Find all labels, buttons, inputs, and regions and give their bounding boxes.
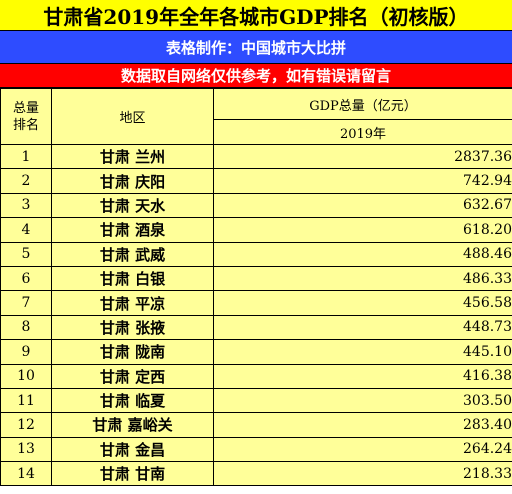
region-cell[interactable]: 甘肃 武威 bbox=[51, 241, 214, 267]
rank-cell[interactable]: 3 bbox=[0, 192, 52, 219]
gdp-cell[interactable]: 618.20 bbox=[213, 217, 512, 243]
table-row: 2 甘肃 庆阳 742.94 bbox=[0, 168, 512, 194]
rank-cell[interactable]: 2 bbox=[0, 168, 52, 194]
gdp-cell[interactable]: 486.33 bbox=[213, 265, 512, 292]
rank-cell[interactable]: 10 bbox=[0, 363, 52, 389]
table-row: 11 甘肃 临夏 303.50 bbox=[0, 387, 512, 414]
rank-cell[interactable]: 6 bbox=[0, 265, 52, 292]
gdp-cell[interactable]: 218.33 bbox=[213, 461, 512, 487]
maker-credit: 表格制作：中国城市大比拼 bbox=[0, 31, 512, 64]
city-name: 酒泉 bbox=[135, 221, 166, 240]
province-name: 甘肃 bbox=[99, 318, 130, 337]
gdp-cell[interactable]: 2837.36 bbox=[213, 143, 512, 170]
table-row: 7 甘肃 平凉 456.58 bbox=[0, 290, 512, 316]
rank-cell[interactable]: 5 bbox=[0, 241, 52, 267]
city-name: 兰州 bbox=[135, 148, 166, 167]
gdp-cell[interactable]: 303.50 bbox=[213, 387, 512, 414]
region-cell[interactable]: 甘肃 天水 bbox=[51, 192, 214, 219]
region-cell[interactable]: 甘肃 酒泉 bbox=[51, 217, 214, 243]
table-row: 12 甘肃 嘉峪关 283.40 bbox=[0, 412, 512, 438]
rank-cell[interactable]: 7 bbox=[0, 290, 52, 316]
gdp-cell[interactable]: 283.40 bbox=[213, 412, 512, 438]
gdp-cell[interactable]: 742.94 bbox=[213, 168, 512, 194]
region-cell[interactable]: 甘肃 甘南 bbox=[51, 461, 214, 487]
gdp-cell[interactable]: 488.46 bbox=[213, 241, 512, 267]
city-name: 天水 bbox=[135, 196, 166, 215]
city-name: 张掖 bbox=[135, 318, 166, 337]
gdp-cell[interactable]: 632.67 bbox=[213, 192, 512, 219]
city-name: 陇南 bbox=[135, 343, 166, 362]
rank-cell[interactable]: 1 bbox=[0, 143, 52, 170]
table-row: 6 甘肃 白银 486.33 bbox=[0, 265, 512, 292]
table-row: 10 甘肃 定西 416.38 bbox=[0, 363, 512, 389]
rank-header-line2: 排名 bbox=[12, 117, 39, 133]
region-cell[interactable]: 甘肃 金昌 bbox=[51, 436, 214, 463]
table-row: 5 甘肃 武威 488.46 bbox=[0, 241, 512, 267]
rank-cell[interactable]: 12 bbox=[0, 412, 52, 438]
rank-cell[interactable]: 8 bbox=[0, 314, 52, 341]
province-name: 甘肃 bbox=[99, 440, 130, 459]
table-row: 14 甘肃 甘南 218.33 bbox=[0, 461, 512, 487]
table-row: 1 甘肃 兰州 2837.36 bbox=[0, 143, 512, 170]
province-name: 甘肃 bbox=[99, 343, 130, 362]
city-name: 金昌 bbox=[135, 440, 166, 459]
city-name: 平凉 bbox=[135, 294, 166, 313]
city-name: 甘南 bbox=[135, 465, 166, 484]
region-cell[interactable]: 甘肃 张掖 bbox=[51, 314, 214, 341]
province-name: 甘肃 bbox=[92, 416, 123, 435]
region-cell[interactable]: 甘肃 白银 bbox=[51, 265, 214, 292]
gdp-cell[interactable]: 445.10 bbox=[213, 339, 512, 365]
city-name: 白银 bbox=[135, 270, 166, 289]
region-cell[interactable]: 甘肃 庆阳 bbox=[51, 168, 214, 194]
gdp-cell[interactable]: 456.58 bbox=[213, 290, 512, 316]
rank-cell[interactable]: 13 bbox=[0, 436, 52, 463]
province-name: 甘肃 bbox=[99, 172, 130, 191]
city-name: 嘉峪关 bbox=[127, 416, 173, 435]
region-cell[interactable]: 甘肃 平凉 bbox=[51, 290, 214, 316]
gdp-cell[interactable]: 448.73 bbox=[213, 314, 512, 341]
region-cell[interactable]: 甘肃 定西 bbox=[51, 363, 214, 389]
table-row: 8 甘肃 张掖 448.73 bbox=[0, 314, 512, 341]
rank-cell[interactable]: 9 bbox=[0, 339, 52, 365]
city-name: 定西 bbox=[135, 367, 166, 386]
gdp-cell[interactable]: 416.38 bbox=[213, 363, 512, 389]
rank-cell[interactable]: 14 bbox=[0, 461, 52, 487]
region-cell[interactable]: 甘肃 临夏 bbox=[51, 387, 214, 414]
province-name: 甘肃 bbox=[99, 465, 130, 484]
rank-header-line1: 总量 bbox=[12, 100, 39, 116]
disclaimer-note: 数据取自网络仅供参考，如有错误请留言 bbox=[0, 64, 512, 88]
year-header: 2019年 bbox=[213, 119, 512, 145]
province-name: 甘肃 bbox=[99, 367, 130, 386]
province-name: 甘肃 bbox=[99, 245, 130, 264]
rank-cell[interactable]: 11 bbox=[0, 387, 52, 414]
rank-header: 总量 排名 bbox=[0, 88, 52, 145]
province-name: 甘肃 bbox=[99, 221, 130, 240]
table-row: 4 甘肃 酒泉 618.20 bbox=[0, 217, 512, 243]
table-row: 3 甘肃 天水 632.67 bbox=[0, 192, 512, 219]
province-name: 甘肃 bbox=[99, 392, 130, 411]
city-name: 庆阳 bbox=[135, 172, 166, 191]
province-name: 甘肃 bbox=[99, 294, 130, 313]
gdp-cell[interactable]: 264.24 bbox=[213, 436, 512, 463]
city-name: 武威 bbox=[135, 245, 166, 264]
gdp-ranking-table: 总量 排名 地区 GDP总量（亿元） 2019年 1 甘肃 兰州 2837.36 2 甘… bbox=[0, 88, 512, 487]
table-row: 13 甘肃 金昌 264.24 bbox=[0, 436, 512, 463]
region-cell[interactable]: 甘肃 嘉峪关 bbox=[51, 412, 214, 438]
rank-cell[interactable]: 4 bbox=[0, 217, 52, 243]
page-title: 甘肃省2019年全年各城市GDP排名（初核版） bbox=[0, 0, 512, 31]
gdp-header: GDP总量（亿元） bbox=[213, 88, 512, 120]
region-header: 地区 bbox=[51, 88, 214, 145]
province-name: 甘肃 bbox=[99, 196, 130, 215]
region-cell[interactable]: 甘肃 陇南 bbox=[51, 339, 214, 365]
table-body: 1 甘肃 兰州 2837.36 2 甘肃 庆阳 742.94 3 甘肃 天水 632.67 4 甘肃… bbox=[0, 143, 512, 487]
province-name: 甘肃 bbox=[99, 270, 130, 289]
region-cell[interactable]: 甘肃 兰州 bbox=[51, 143, 214, 170]
city-name: 临夏 bbox=[135, 392, 166, 411]
province-name: 甘肃 bbox=[99, 148, 130, 167]
table-row: 9 甘肃 陇南 445.10 bbox=[0, 339, 512, 365]
